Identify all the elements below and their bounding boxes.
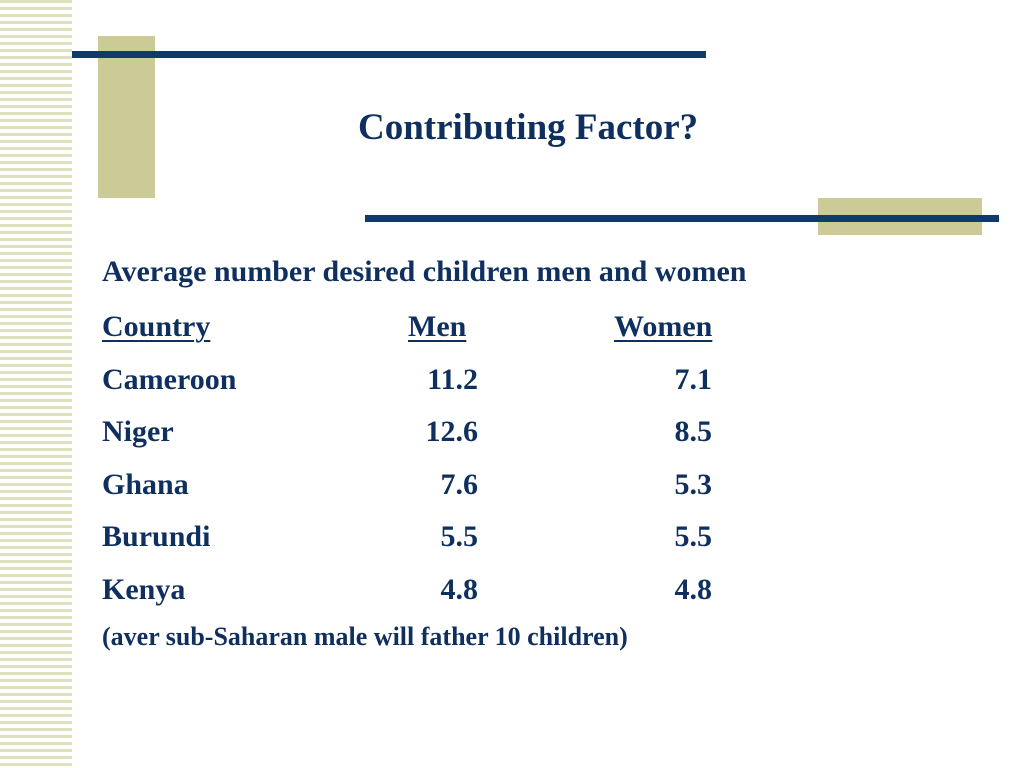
cell-women: 4.8 bbox=[674, 572, 713, 606]
cell-men: 4.8 bbox=[440, 572, 479, 606]
cell-men: 11.2 bbox=[427, 362, 478, 396]
cell-country: Kenya bbox=[102, 572, 186, 606]
cell-men: 5.5 bbox=[440, 520, 479, 553]
title-rule-bottom bbox=[365, 215, 999, 222]
cell-men: 7.6 bbox=[440, 467, 479, 501]
cell-country: Cameroon bbox=[102, 362, 237, 396]
cell-women: 5.5 bbox=[674, 520, 713, 553]
decorative-stripes bbox=[0, 0, 72, 768]
cell-country: Niger bbox=[102, 415, 174, 448]
cell-country: Ghana bbox=[102, 467, 189, 501]
cell-men: 12.6 bbox=[425, 415, 479, 448]
header-men: Men bbox=[408, 310, 467, 343]
footnote: (aver sub-Saharan male will father 10 ch… bbox=[102, 622, 628, 651]
header-country: Country bbox=[102, 310, 211, 343]
cell-country: Burundi bbox=[102, 520, 211, 553]
table-caption: Average number desired children men and … bbox=[102, 255, 747, 288]
title-rule-top bbox=[72, 51, 706, 58]
cell-women: 8.5 bbox=[674, 415, 713, 448]
header-women: Women bbox=[614, 310, 713, 343]
cell-women: 5.3 bbox=[674, 467, 713, 501]
cell-women: 7.1 bbox=[674, 362, 713, 396]
slide-title: Contributing Factor? bbox=[358, 107, 699, 148]
decorative-block-top bbox=[98, 36, 155, 198]
